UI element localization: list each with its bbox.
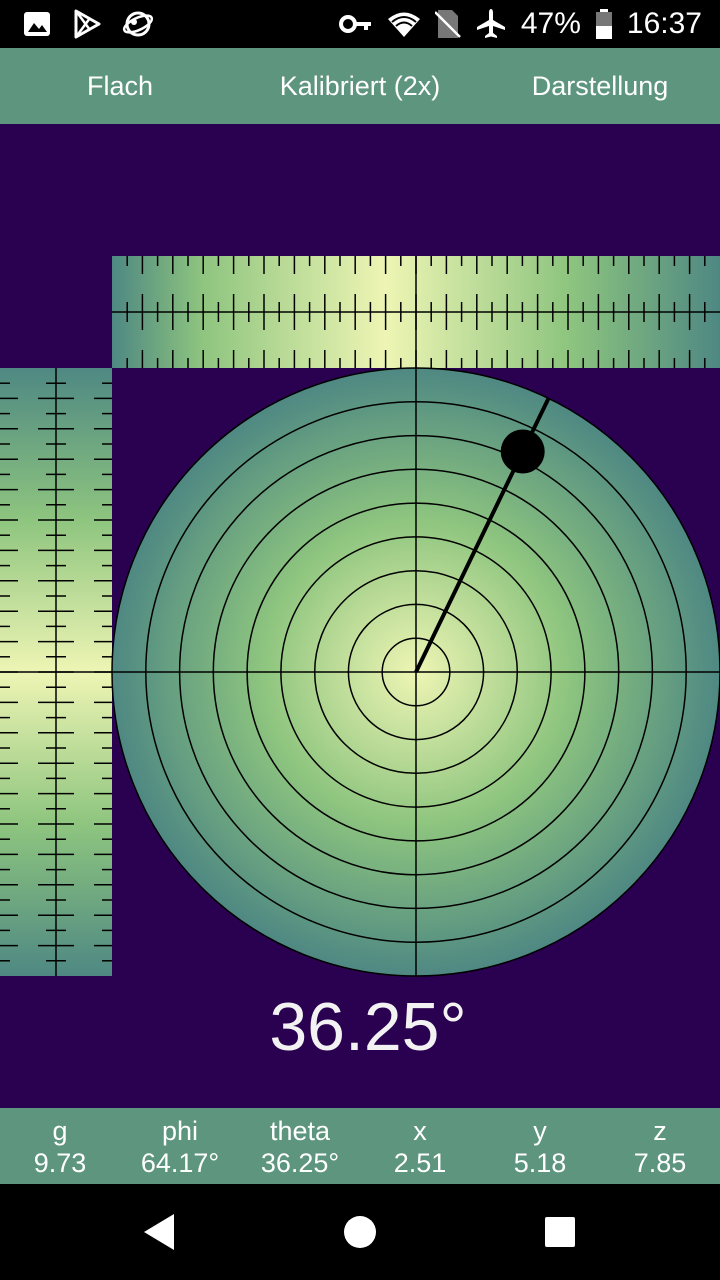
stat-label: g [52, 1116, 68, 1146]
stat-theta: theta 36.25° [240, 1108, 360, 1184]
play-store-icon [74, 9, 101, 39]
status-bar: 47% 16:37 [0, 0, 720, 48]
level-view: 36.25° [0, 124, 720, 1108]
recents-button[interactable] [500, 1184, 620, 1280]
key-icon [338, 15, 371, 33]
flat-mode-button[interactable]: Flach [86, 70, 154, 101]
battery-percent: 47% [520, 7, 581, 40]
airplane-icon [476, 9, 505, 38]
calibration-button[interactable]: Kalibriert (2x) [279, 70, 441, 101]
vertical-level-tube [0, 368, 112, 976]
stat-label: y [533, 1116, 547, 1146]
horizontal-level-tube [112, 256, 720, 368]
stat-z: z 7.85 [600, 1108, 720, 1184]
stat-value: 36.25° [260, 1148, 340, 1178]
wifi-icon [387, 12, 420, 37]
sensor-readout-bar: g 9.73 phi 64.17° theta 36.25° x 2.51 y … [0, 1108, 720, 1184]
home-button[interactable] [300, 1184, 420, 1280]
stat-phi: phi 64.17° [120, 1108, 240, 1184]
stat-value: 7.85 [633, 1148, 687, 1178]
back-button[interactable] [100, 1184, 220, 1280]
recents-icon [545, 1217, 575, 1247]
tilt-angle-readout: 36.25° [269, 989, 466, 1065]
image-icon [24, 12, 50, 36]
clock: 16:37 [626, 7, 702, 40]
stat-y: y 5.18 [480, 1108, 600, 1184]
stat-label: phi [161, 1116, 199, 1146]
display-mode-button[interactable]: Darstellung [531, 70, 669, 101]
level-bubble [500, 429, 545, 474]
stat-label: z [653, 1116, 667, 1146]
stat-g: g 9.73 [0, 1108, 120, 1184]
no-sim-icon [434, 10, 461, 38]
stat-value: 5.18 [513, 1148, 567, 1178]
stat-value: 2.51 [393, 1148, 447, 1178]
stat-value: 9.73 [33, 1148, 87, 1178]
level-canvas: 36.25° [0, 256, 720, 1065]
toolbar: Flach Kalibriert (2x) Darstellung [0, 48, 720, 124]
vpn-globe-icon [122, 11, 154, 37]
stat-label: x [413, 1116, 427, 1146]
stat-value: 64.17° [140, 1148, 220, 1178]
bullseye-level [111, 367, 720, 977]
home-icon [344, 1216, 376, 1248]
stat-x: x 2.51 [360, 1108, 480, 1184]
battery-icon [595, 9, 612, 39]
back-icon [144, 1214, 174, 1250]
navigation-bar [0, 1184, 720, 1280]
stat-label: theta [269, 1116, 331, 1146]
